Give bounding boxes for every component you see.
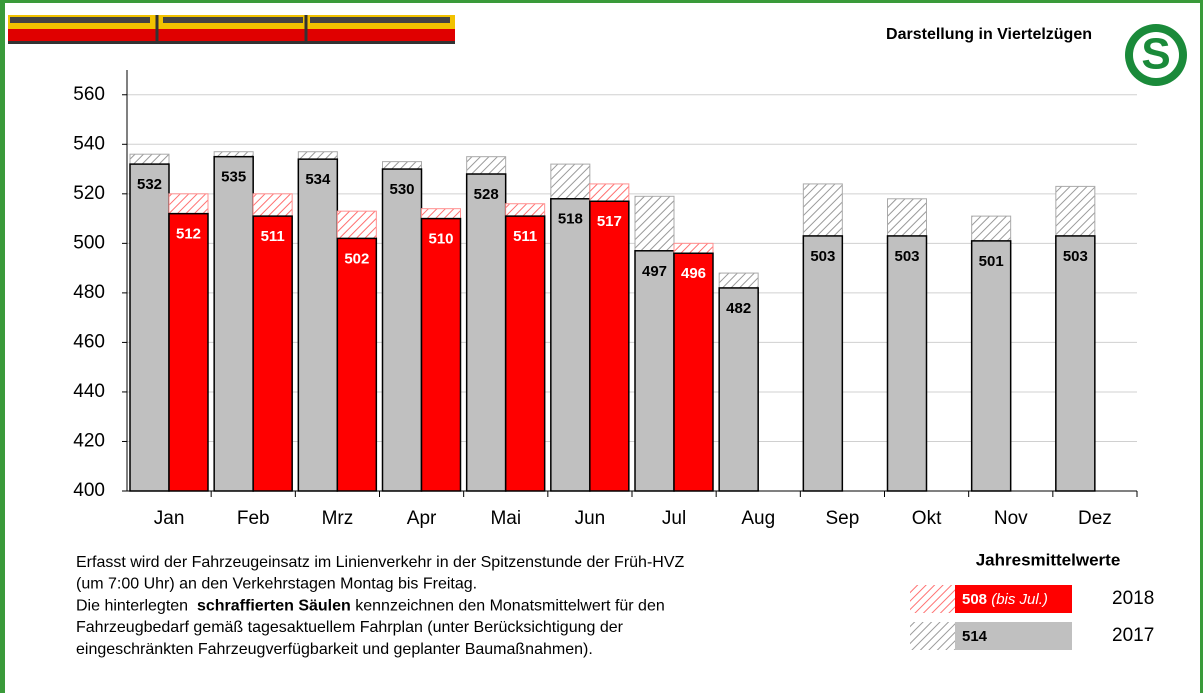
legend-hatch: [910, 585, 955, 613]
y-tick-label: 400: [73, 480, 105, 501]
value-label: 511: [513, 228, 537, 245]
value-label: 532: [137, 176, 162, 193]
bar: [253, 216, 292, 491]
note-line: Erfasst wird der Fahrzeugeinsatz im Lini…: [76, 554, 684, 571]
x-tick-label: Nov: [994, 508, 1028, 529]
bar: [803, 236, 842, 491]
train-icon: [8, 15, 455, 44]
legend-value: 514: [962, 628, 988, 645]
note-segment: Die hinterlegten: [76, 598, 197, 615]
legend-mean-note: (bis Jul.): [991, 591, 1048, 608]
chart: Darstellung in Viertelzügen S Jahresmitt…: [0, 0, 1203, 693]
x-tick-label: Jan: [154, 508, 185, 529]
note-segment: Erfasst wird der Fahrzeugeinsatz im Lini…: [76, 554, 684, 571]
bar: [169, 214, 208, 491]
legend-mean: 514: [962, 628, 988, 645]
y-tick-label: 440: [73, 381, 105, 402]
value-label: 501: [979, 253, 1004, 270]
note-segment: eingeschränkten Fahrzeugverfügbarkeit un…: [76, 641, 593, 658]
x-tick-label: Mrz: [322, 508, 354, 529]
y-tick-label: 520: [73, 183, 105, 204]
subtitle: Darstellung in Viertelzügen: [886, 26, 1092, 43]
x-tick-label: Sep: [826, 508, 860, 529]
x-tick-label: Apr: [407, 508, 437, 529]
value-label: 511: [261, 228, 285, 245]
note-segment: kennzeichnen den Monatsmittelwert für de…: [351, 598, 665, 615]
bar: [506, 216, 545, 491]
y-tick-label: 420: [73, 430, 105, 451]
y-tick-label: 540: [73, 133, 105, 154]
value-label: 497: [642, 263, 667, 280]
value-label: 503: [1063, 248, 1088, 265]
value-label: 482: [726, 300, 751, 317]
x-tick-label: Jul: [662, 508, 686, 529]
bar: [674, 253, 713, 491]
note-segment: (um 7:00 Uhr) an den Verkehrstagen Monta…: [76, 576, 477, 593]
y-tick-label: 560: [73, 84, 105, 105]
x-tick-label: Okt: [912, 508, 942, 529]
note-line: eingeschränkten Fahrzeugverfügbarkeit un…: [76, 641, 593, 658]
value-label: 518: [558, 211, 583, 228]
legend-label: 2018: [1112, 588, 1154, 609]
bar: [551, 199, 590, 491]
x-tick-label: Jun: [575, 508, 606, 529]
note-line: (um 7:00 Uhr) an den Verkehrstagen Monta…: [76, 576, 477, 593]
value-label: 534: [305, 171, 331, 188]
bar: [590, 201, 629, 491]
value-label: 512: [176, 226, 201, 243]
value-label: 503: [894, 248, 919, 265]
value-label: 517: [597, 213, 622, 230]
bar: [888, 236, 927, 491]
legend-title: Jahresmittelwerte: [976, 550, 1121, 569]
value-label: 496: [681, 265, 706, 282]
bar: [422, 219, 461, 491]
value-label: 510: [428, 231, 453, 248]
bar: [972, 241, 1011, 491]
frame-left: [0, 0, 5, 693]
note-segment: Fahrzeugbedarf gemäß tagesaktuellem Fahr…: [76, 619, 624, 636]
bar: [298, 159, 337, 491]
value-label: 502: [344, 250, 369, 267]
legend-mean: 508: [962, 591, 987, 608]
x-tick-label: Aug: [741, 508, 775, 529]
bar: [635, 251, 674, 491]
frame-top: [0, 0, 1203, 3]
value-label: 535: [221, 169, 246, 186]
bar: [719, 288, 758, 491]
value-label: 503: [810, 248, 835, 265]
y-tick-label: 480: [73, 282, 105, 303]
bar: [383, 169, 422, 491]
bar: [1056, 236, 1095, 491]
value-label: 530: [389, 181, 414, 198]
bar: [467, 174, 506, 491]
note-line: Fahrzeugbedarf gemäß tagesaktuellem Fahr…: [76, 619, 624, 636]
value-label: 528: [474, 186, 499, 203]
legend-hatch: [910, 622, 955, 650]
x-tick-label: Feb: [237, 508, 270, 529]
bar: [337, 238, 376, 491]
logo-letter: S: [1141, 30, 1170, 79]
y-tick-label: 460: [73, 331, 105, 352]
x-tick-label: Dez: [1078, 508, 1112, 529]
y-tick-label: 500: [73, 232, 105, 253]
bar: [214, 157, 253, 491]
x-tick-label: Mai: [490, 508, 521, 529]
legend-value: 508 (bis Jul.): [962, 591, 1048, 608]
note-line: Die hinterlegten schraffierten Säulen ke…: [76, 598, 665, 615]
bar: [130, 164, 169, 491]
legend-label: 2017: [1112, 625, 1154, 646]
note-segment: schraffierten Säulen: [197, 598, 351, 615]
